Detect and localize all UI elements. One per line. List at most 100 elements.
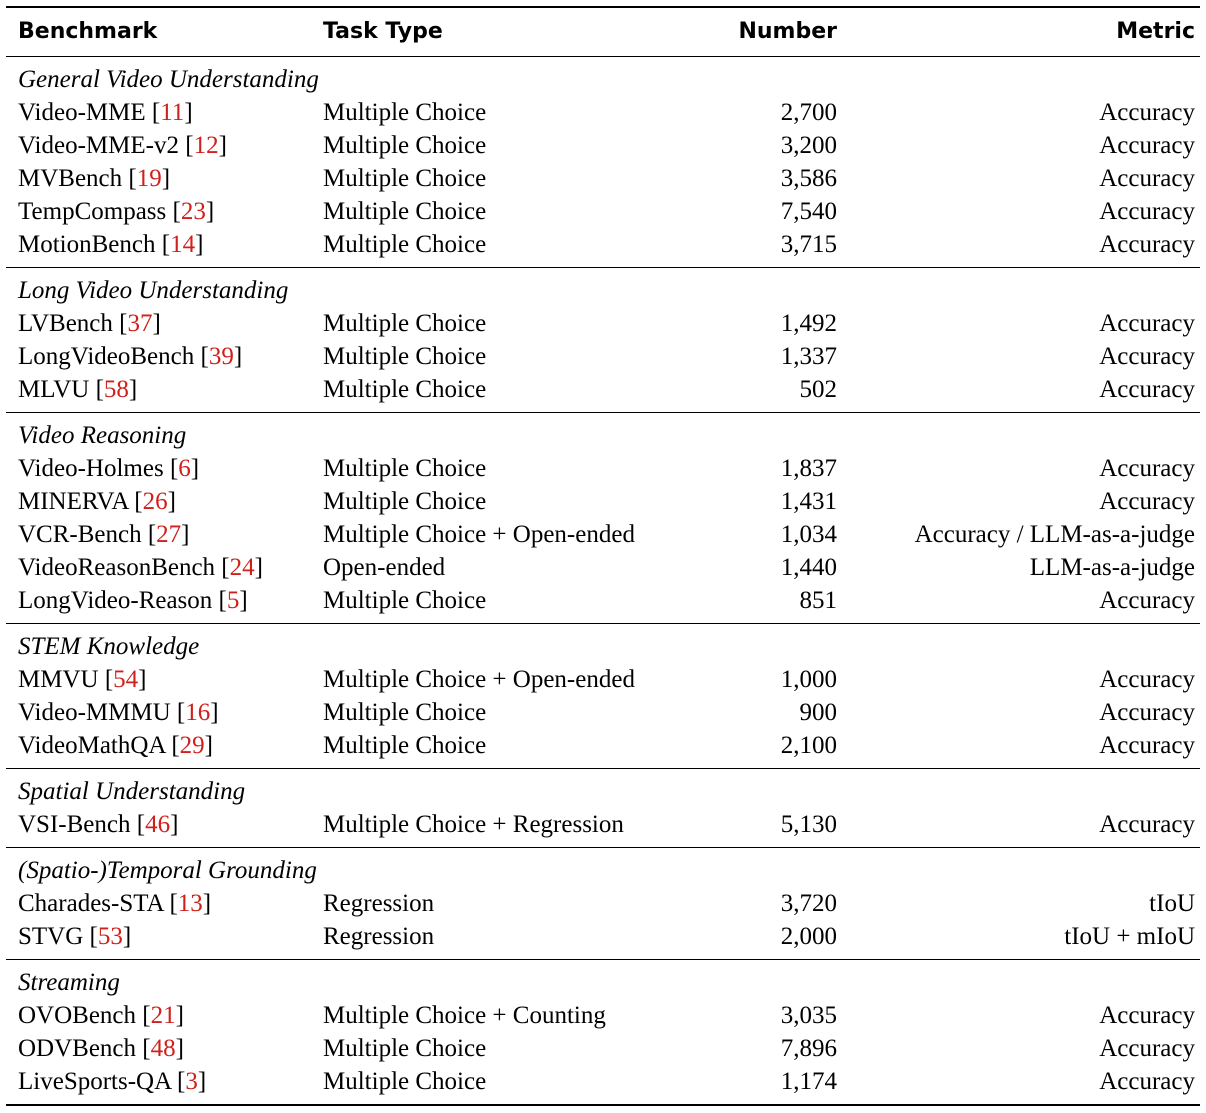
citation[interactable]: 53 <box>97 923 123 950</box>
citation[interactable]: 11 <box>160 99 185 126</box>
benchmark: LVBench [37] <box>18 310 161 337</box>
number: 7,540 <box>780 198 837 225</box>
task-type: Multiple Choice <box>323 99 487 126</box>
table-row: VideoMathQA [29] Multiple Choice 2,100 Accu… <box>6 729 1200 762</box>
citation[interactable]: 46 <box>145 811 171 838</box>
citation[interactable]: 16 <box>185 699 211 726</box>
metric: LLM-as-a-judge <box>1029 554 1195 581</box>
metric: Accuracy <box>1099 488 1195 515</box>
citation[interactable]: 13 <box>177 890 203 917</box>
metric: Accuracy <box>1099 343 1195 370</box>
table-row: TempCompass [23] Multiple Choice 7,540 Accu… <box>6 195 1200 228</box>
group-title-row: Long Video Understanding <box>6 274 1200 307</box>
group-title-row: (Spatio-)Temporal Grounding <box>6 854 1200 887</box>
task-type: Multiple Choice <box>323 1035 487 1062</box>
metric: Accuracy <box>1099 198 1195 225</box>
metric: Accuracy <box>1099 231 1195 258</box>
citation[interactable]: 24 <box>229 554 255 581</box>
number: 1,440 <box>780 554 837 581</box>
citation[interactable]: 39 <box>208 343 234 370</box>
task-type: Multiple Choice <box>323 488 487 515</box>
table-row: LiveSports-QA [3] Multiple Choice 1,174 Acc… <box>6 1065 1200 1098</box>
number: 2,000 <box>780 923 837 950</box>
task-type: Open-ended <box>323 554 446 581</box>
metric: tIoU + mIoU <box>1064 923 1195 950</box>
number: 1,337 <box>780 343 837 370</box>
citation[interactable]: 58 <box>103 376 129 403</box>
group-title: (Spatio-)Temporal Grounding <box>18 857 317 884</box>
citation[interactable]: 48 <box>150 1035 176 1062</box>
benchmark: VideoReasonBench [24] <box>18 554 263 581</box>
benchmark: TempCompass [23] <box>18 198 215 225</box>
table-row: MMVU [54] Multiple Choice + Open-ended 1,0… <box>6 663 1200 696</box>
table-row: Video-MME [11] Multiple Choice 2,700 Accura… <box>6 96 1200 129</box>
table-row: VSI-Bench [46] Multiple Choice + Regressi… <box>6 808 1200 841</box>
group-title: STEM Knowledge <box>18 633 200 660</box>
benchmark: VideoMathQA [29] <box>18 732 213 759</box>
citation[interactable]: 26 <box>142 488 168 515</box>
benchmark: VCR-Bench [27] <box>18 521 190 548</box>
citation[interactable]: 3 <box>185 1068 198 1095</box>
metric: Accuracy <box>1099 1035 1195 1062</box>
citation[interactable]: 29 <box>179 732 205 759</box>
table-header: Benchmark Task Type Number Metric <box>6 6 1200 57</box>
citation[interactable]: 23 <box>180 198 206 225</box>
table-row: Video-Holmes [6] Multiple Choice 1,837 Accu… <box>6 452 1200 485</box>
table-group: STEM Knowledge MMVU [54] Multiple Choice +… <box>6 624 1200 769</box>
metric: tIoU <box>1149 890 1195 917</box>
metric: Accuracy / LLM-as-a-judge <box>914 521 1195 548</box>
group-title: Spatial Understanding <box>18 778 246 805</box>
group-title: General Video Understanding <box>18 66 319 93</box>
table-row: LongVideo-Reason [5] Multiple Choice 851 Ac… <box>6 584 1200 617</box>
task-type: Multiple Choice <box>323 376 487 403</box>
group-title-row: STEM Knowledge <box>6 630 1200 663</box>
number: 900 <box>799 699 838 726</box>
metric: Accuracy <box>1099 811 1195 838</box>
task-type: Multiple Choice <box>323 198 487 225</box>
header-cell: Benchmark <box>18 19 158 44</box>
table-group: Long Video Understanding LVBench [37] Mult… <box>6 268 1200 413</box>
benchmark: ODVBench [48] <box>18 1035 184 1062</box>
task-type: Multiple Choice + Open-ended <box>323 666 635 693</box>
citation[interactable]: 6 <box>178 455 191 482</box>
number: 2,700 <box>780 99 837 126</box>
benchmark: Video-MME-v2 [12] <box>18 132 227 159</box>
group-title-row: Streaming <box>6 966 1200 999</box>
number: 1,492 <box>780 310 837 337</box>
table-row: VCR-Bench [27] Multiple Choice + Open-end… <box>6 518 1200 551</box>
benchmark: LongVideo-Reason [5] <box>18 587 248 614</box>
citation[interactable]: 5 <box>226 587 240 614</box>
citation[interactable]: 12 <box>193 132 219 159</box>
task-type: Regression <box>323 890 435 917</box>
number: 1,000 <box>780 666 837 693</box>
group-title-row: Spatial Understanding <box>6 775 1200 808</box>
task-type: Regression <box>323 923 435 950</box>
metric: Accuracy <box>1099 376 1195 403</box>
citation[interactable]: 37 <box>127 310 153 337</box>
table-group: Streaming OVOBench [21] Multiple Choice + … <box>6 960 1200 1106</box>
task-type: Multiple Choice <box>323 343 487 370</box>
table-row: VideoReasonBench [24] Open-ended 1,440 LLM-… <box>6 551 1200 584</box>
citation[interactable]: 19 <box>136 165 162 192</box>
table-row: MotionBench [14] Multiple Choice 3,715 Accu… <box>6 228 1200 261</box>
number: 3,035 <box>780 1002 837 1029</box>
group-title: Long Video Understanding <box>18 277 289 304</box>
table-group: Spatial Understanding VSI-Bench [46] Multi… <box>6 769 1200 848</box>
task-type: Multiple Choice <box>323 132 487 159</box>
benchmark: Charades-STA [13] <box>18 890 212 917</box>
table-row: MINERVA [26] Multiple Choice 1,431 Accuracy <box>6 485 1200 518</box>
citation[interactable]: 27 <box>156 521 182 548</box>
task-type: Multiple Choice + Open-ended <box>323 521 635 548</box>
citation[interactable]: 54 <box>113 666 139 693</box>
citation[interactable]: 14 <box>170 231 196 258</box>
benchmark: LiveSports-QA [3] <box>18 1068 207 1095</box>
task-type: Multiple Choice <box>323 231 487 258</box>
citation[interactable]: 21 <box>150 1002 176 1029</box>
benchmark: MMVU [54] <box>18 666 147 693</box>
table-group: (Spatio-)Temporal Grounding Charades-STA … <box>6 848 1200 960</box>
number: 3,586 <box>780 165 837 192</box>
table-row: LongVideoBench [39] Multiple Choice 1,337 A… <box>6 340 1200 373</box>
table-row: OVOBench [21] Multiple Choice + Counting 3… <box>6 999 1200 1032</box>
task-type: Multiple Choice <box>323 310 487 337</box>
